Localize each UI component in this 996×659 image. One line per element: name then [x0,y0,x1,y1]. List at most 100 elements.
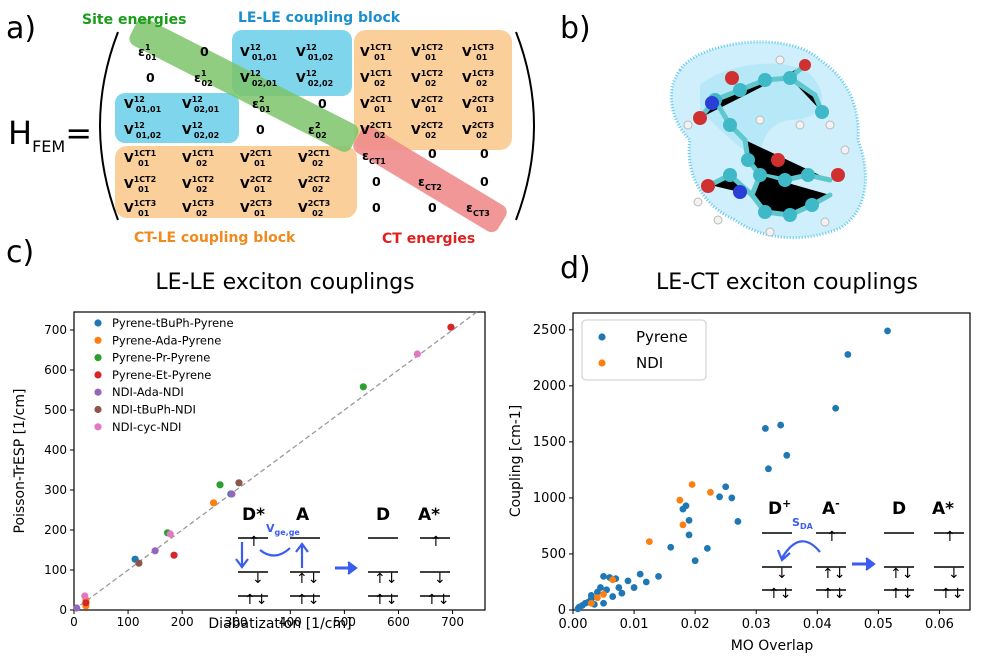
data-point [636,570,644,578]
panel-c-points [73,323,455,612]
data-point [685,531,693,539]
data-point [685,516,693,524]
data-point [81,592,89,600]
panel-d-points [574,327,891,613]
molecule-atoms [683,55,850,237]
data-point [667,543,675,551]
svg-text:↑↓: ↑↓ [374,592,397,608]
matrix-element: V2CT1 01 [360,95,393,114]
matrix-element: V2CT1 02 [298,149,331,168]
legend-marker [94,405,102,414]
ctle-block-label: CT-LE coupling block [134,230,296,246]
svg-text:↑: ↑ [944,529,956,545]
x-tick-label: 0.05 [864,617,893,632]
panel-d-x-ticks: 0.00 0.01 0.02 0.03 0.04 0.05 0.06 [559,610,954,632]
panel-c: c) LE-LE exciton couplings 0 100 200 300 400… [6,235,486,632]
data-point [716,493,723,501]
panel-d-inset: D+ A- D A* SDA ↓↑↓ ↑↑↓↑↓ ↑↓↑↓ ↑↓↑↓ [762,497,964,602]
matrix-element: V2CT2 01 [240,175,272,194]
data-point [600,599,607,607]
y-tick-label: 100 [44,563,67,577]
lele-block-label: LE-LE coupling block [238,10,401,26]
y-tick-label: 2500 [533,323,566,338]
legend-marker [94,336,102,344]
svg-text:↓: ↓ [776,566,788,582]
svg-text:↑↓: ↑↓ [822,586,845,602]
svg-text:↑: ↑ [248,534,260,550]
x-tick-label: 0.02 [681,617,710,632]
x-tick-label: 0.00 [559,617,588,632]
matrix-element: V2CT3 02 [462,121,494,140]
matrix-element: V1CT2 02 [411,69,443,88]
data-point [630,584,638,591]
inset-astar: A* [932,499,954,519]
site-energies-band [129,18,359,152]
panel-d-y-label: Coupling [cm-1] [508,405,524,517]
data-point [645,538,653,546]
y-tick-label: 700 [44,323,67,337]
data-point [587,599,595,607]
panel-c-letter: c) [6,235,34,270]
inset-levels [762,532,964,591]
matrix-element: 0 [256,122,265,137]
ct-energies-label: CT energies [382,231,475,247]
panel-d-x-label: MO Overlap [731,638,814,654]
legend-marker [598,359,606,367]
data-point [600,572,607,580]
x-tick-label: 600 [387,615,410,629]
x-tick-label: 0.01 [620,617,649,632]
inset-spins: ↑↓↑↓ ↑↓↑↓ ↑↓↑↓ ↑↓↑↓ [244,534,449,608]
panel-d-y-ticks: 0 500 1000 1500 2000 2500 [533,323,573,618]
panel-b: b) [560,11,867,240]
data-point [676,496,684,504]
matrix-element: V2CT2 02 [411,121,443,140]
y-tick-label: 500 [44,403,67,417]
y-tick-label: 1500 [533,435,566,450]
svg-text:↑↓: ↑↓ [296,571,319,587]
panel-a: a) Site energies LE-LE coupling block CT… [6,10,535,247]
panel-c-x-label: Diabatization [1/cm] [208,616,351,632]
panel-b-letter: b) [560,11,591,46]
inset-aminus: A- [822,497,840,519]
panel-c-title: LE-LE exciton couplings [155,270,414,295]
matrix-element: 0 [480,174,489,189]
inset-spins: ↓↑↓ ↑↑↓↑↓ ↑↓↑↓ ↑↓↑↓ [768,529,963,602]
data-point [642,578,650,586]
panel-d-title: LE-CT exciton couplings [656,270,918,295]
matrix-element: V2CT1 01 [240,149,273,168]
data-point [783,451,791,459]
matrix-element: V2CT2 01 [411,95,443,114]
data-point [170,551,178,559]
matrix-element: V2CT2 02 [298,175,330,194]
data-point [73,604,81,612]
ctle-block-bottom [115,146,357,218]
svg-text:↑: ↑ [826,529,838,545]
y-tick-label: 600 [44,363,67,377]
data-point [151,547,159,555]
svg-text:↑↓: ↑↓ [940,586,963,602]
matrix-element: V1CT2 02 [182,175,214,194]
panel-a-letter: a) [6,11,36,46]
matrix-element: V1CT3 01 [124,199,156,218]
data-point [728,494,736,502]
panel-c-inset: D* A D A* Vge,ge ↑↓↑↓ ↑↓↑↓ ↑↓↑↓ ↑↓↑↓ [235,505,450,608]
data-point [235,479,243,487]
matrix-element: V2CT3 02 [298,199,330,218]
matrix-element: V2CT3 01 [240,199,272,218]
matrix-element: 0 [372,200,381,215]
matrix-element: 0 [200,44,209,59]
panel-c-y-label: Poisson-TrESP [1/cm] [12,389,28,534]
legend-box [581,319,707,381]
x-tick-label: 500 [333,615,356,629]
data-point [615,584,623,591]
legend-marker [94,319,102,327]
data-point [734,518,742,525]
legend-entry: Pyrene [636,328,688,346]
panel-d-plot-frame [572,312,971,611]
svg-text:↓: ↓ [948,566,960,582]
svg-text:↑↓: ↑↓ [768,586,791,602]
data-point [707,488,714,496]
panel-c-legend: Pyrene-tBuPh-Pyrene Pyrene-Ada-Pyrene Pyre… [94,316,234,434]
data-point [447,323,455,331]
data-point [166,530,174,538]
